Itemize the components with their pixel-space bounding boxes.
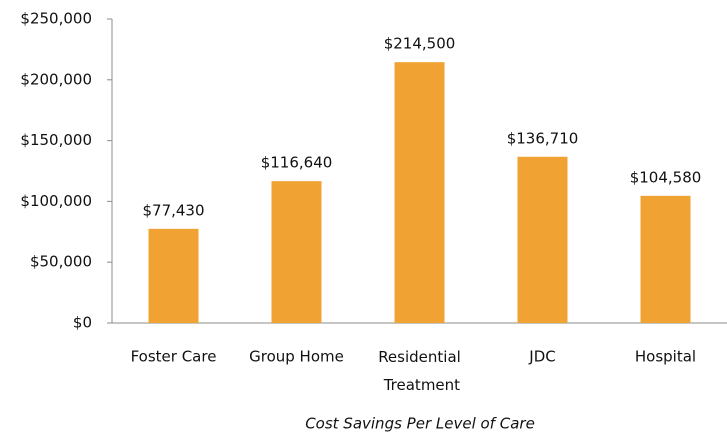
x-tick-label: Hospital xyxy=(635,348,696,366)
bar xyxy=(148,228,199,323)
bar xyxy=(394,62,445,323)
bar xyxy=(271,181,322,323)
x-tick-label: Residential Treatment xyxy=(378,348,461,394)
y-tick-label: $50,000 xyxy=(30,253,92,271)
x-tick-label: Group Home xyxy=(249,348,344,366)
data-label: $214,500 xyxy=(384,35,456,53)
y-tick-label: $0 xyxy=(73,314,92,332)
x-tick-label: Foster Care xyxy=(131,348,217,366)
y-tick-label: $250,000 xyxy=(20,10,92,28)
bar xyxy=(517,156,568,323)
data-label: $104,580 xyxy=(630,168,702,186)
data-label: $116,640 xyxy=(261,154,333,172)
data-label: $77,430 xyxy=(142,201,204,219)
y-tick-label: $200,000 xyxy=(20,70,92,88)
bar xyxy=(640,195,691,323)
data-label: $136,710 xyxy=(507,129,579,147)
x-tick-label: JDC xyxy=(528,348,555,366)
y-tick-label: $150,000 xyxy=(20,131,92,149)
y-tick-label: $100,000 xyxy=(20,192,92,210)
x-axis-label: Cost Savings Per Level of Care xyxy=(305,415,535,433)
